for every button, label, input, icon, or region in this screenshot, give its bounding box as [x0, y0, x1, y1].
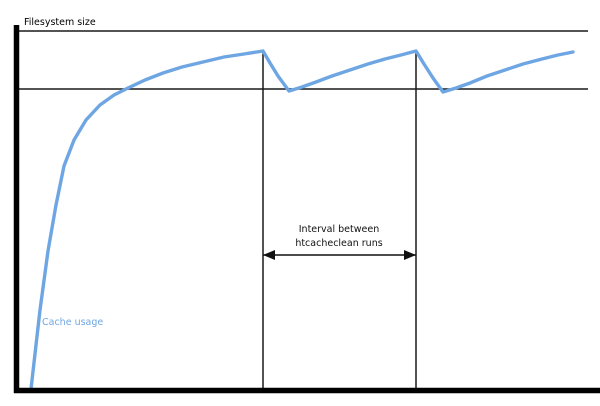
- cache-usage-line: [29, 49, 575, 391]
- cache-usage-label: Cache usage: [42, 317, 103, 328]
- filesystem-size-label: Filesystem size: [24, 17, 96, 28]
- interval-arrow-head-left: [263, 250, 275, 260]
- interval-annotation-line1: Interval between: [299, 224, 379, 235]
- interval-annotation-line2: htcacheclean runs: [295, 238, 382, 249]
- interval-arrow: [263, 250, 416, 260]
- interval-arrow-head-right: [404, 250, 416, 260]
